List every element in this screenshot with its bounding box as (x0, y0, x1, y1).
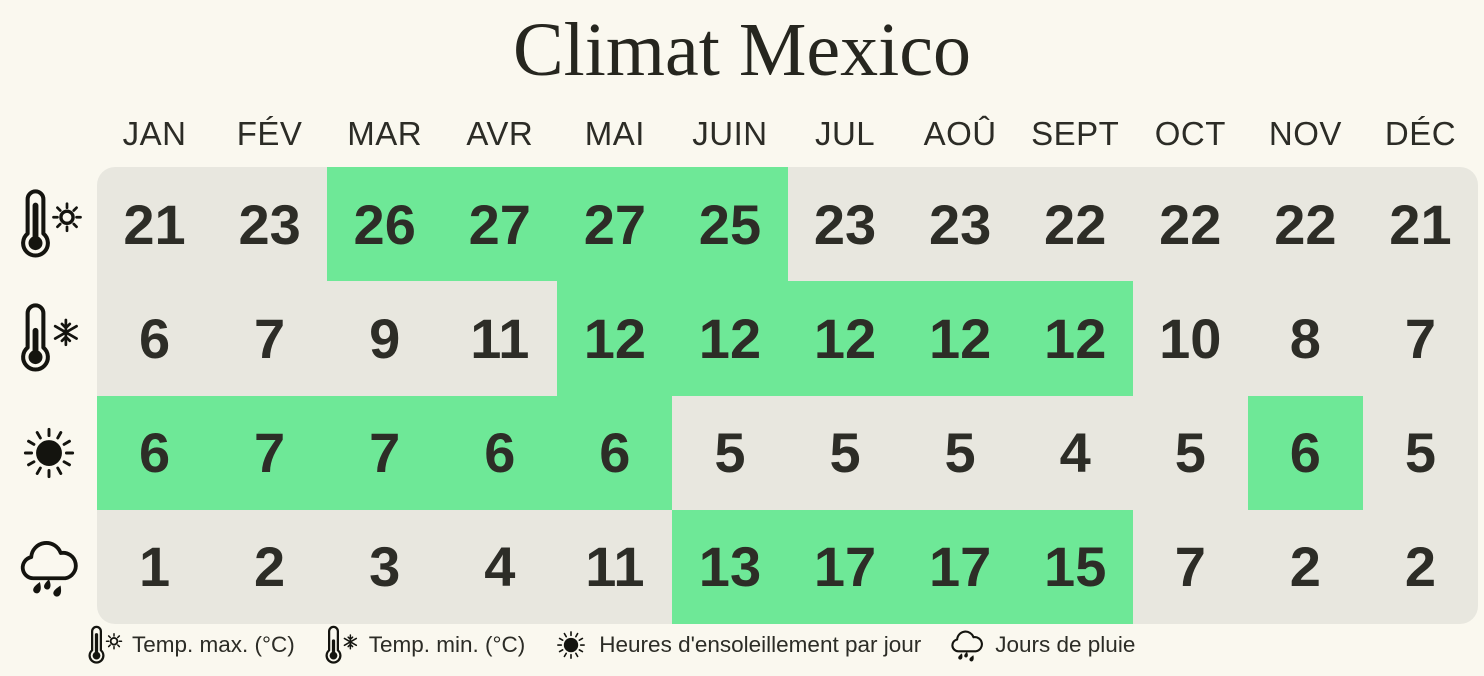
cell-rain-days-nov: 2 (1247, 509, 1363, 624)
row-icon-rain-days (0, 510, 97, 624)
month-header-row: JAN FÉV MAR AVR MAI JUIN JUL AOÛ SEPT OCT NOV DÉC (97, 108, 1478, 160)
cell-temp-max-oct: 22 (1132, 167, 1248, 282)
cell-temp-max-sept: 22 (1017, 167, 1133, 282)
cell-temp-min-juin: 12 (672, 281, 788, 396)
cell-sunshine-hours-oct: 5 (1132, 395, 1248, 510)
legend-label: Temp. min. (°C) (368, 632, 526, 657)
cell-temp-min-jul: 12 (787, 281, 903, 396)
cell-rain-days-avr: 4 (442, 509, 558, 624)
cell-sunshine-hours-nov: 6 (1247, 395, 1363, 510)
row-icons-column (0, 167, 97, 624)
cell-sunshine-hours-avr: 6 (442, 395, 558, 510)
cell-temp-min-aoû: 12 (902, 281, 1018, 396)
cell-sunshine-hours-fév: 7 (212, 395, 328, 510)
cell-rain-days-déc: 2 (1362, 509, 1478, 624)
cell-sunshine-hours-jul: 5 (787, 395, 903, 510)
cell-temp-min-mai: 12 (557, 281, 673, 396)
row-icon-sunshine-hours (0, 396, 97, 510)
month-label-fév: FÉV (236, 115, 303, 152)
legend-label: Jours de pluie (995, 632, 1136, 657)
month-label-jul: JUL (814, 115, 876, 152)
legend-label: Temp. max. (°C) (132, 632, 295, 657)
rain-cloud-icon (13, 531, 85, 603)
cell-rain-days-jul: 17 (787, 509, 903, 624)
thermometer-sun-icon (13, 188, 85, 260)
cell-rain-days-aoû: 17 (902, 509, 1018, 624)
legend-item-temp-min: Temp. min. (°C) (321, 625, 526, 665)
cell-temp-max-avr: 27 (442, 167, 558, 282)
sun-icon (13, 417, 85, 489)
month-label-oct: OCT (1154, 115, 1226, 152)
cell-rain-days-fév: 2 (212, 509, 328, 624)
legend-label: Heures d'ensoleillement par jour (599, 632, 922, 657)
thermometer-snowflake-icon (13, 302, 85, 374)
row-icon-temp-min (0, 281, 97, 395)
thermometer-sun-icon (84, 625, 124, 665)
legend-item-temp-max: Temp. max. (°C) (84, 625, 295, 665)
cell-temp-min-fév: 7 (212, 281, 328, 396)
cell-temp-max-juin: 25 (672, 167, 788, 282)
cell-temp-max-nov: 22 (1247, 167, 1363, 282)
month-label-déc: DÉC (1384, 115, 1457, 152)
month-label-mai: MAI (584, 115, 645, 152)
cell-temp-max-mai: 27 (557, 167, 673, 282)
cell-rain-days-jan: 1 (97, 509, 213, 624)
cell-temp-max-aoû: 23 (902, 167, 1018, 282)
cell-temp-max-mar: 26 (327, 167, 443, 282)
legend: Temp. max. (°C) Temp. min. (°C) Heures d'e… (84, 620, 1135, 670)
cell-sunshine-hours-juin: 5 (672, 395, 788, 510)
month-label-avr: AVR (466, 115, 534, 152)
cell-sunshine-hours-aoû: 5 (902, 395, 1018, 510)
cell-sunshine-hours-déc: 5 (1362, 395, 1478, 510)
legend-item-rain-days: Jours de pluie (947, 625, 1135, 665)
month-label-juin: JUIN (692, 115, 768, 152)
cell-temp-min-oct: 10 (1132, 281, 1248, 396)
page-title: Climat Mexico (512, 8, 972, 92)
cell-temp-min-sept: 12 (1017, 281, 1133, 396)
cell-temp-min-nov: 8 (1247, 281, 1363, 396)
month-label-sept: SEPT (1031, 115, 1120, 152)
rain-cloud-icon (947, 625, 987, 665)
sun-icon (551, 625, 591, 665)
month-label-aoû: AOÛ (923, 115, 997, 152)
cell-sunshine-hours-mai: 6 (557, 395, 673, 510)
month-label-nov: NOV (1268, 115, 1342, 152)
cell-temp-min-mar: 9 (327, 281, 443, 396)
month-label-jan: JAN (122, 115, 187, 152)
row-icon-temp-max (0, 167, 97, 281)
cell-sunshine-hours-sept: 4 (1017, 395, 1133, 510)
month-label-mar: MAR (347, 115, 423, 152)
cell-temp-max-jan: 21 (97, 167, 213, 282)
cell-rain-days-sept: 15 (1017, 509, 1133, 624)
legend-item-sunshine-hours: Heures d'ensoleillement par jour (551, 625, 921, 665)
cell-temp-max-déc: 21 (1362, 167, 1478, 282)
cell-rain-days-oct: 7 (1132, 509, 1248, 624)
cell-sunshine-hours-mar: 7 (327, 395, 443, 510)
cell-temp-min-déc: 7 (1362, 281, 1478, 396)
cell-sunshine-hours-jan: 6 (97, 395, 213, 510)
cell-rain-days-mar: 3 (327, 509, 443, 624)
cell-temp-min-avr: 11 (442, 281, 558, 396)
cell-rain-days-juin: 13 (672, 509, 788, 624)
thermometer-snowflake-icon (321, 625, 361, 665)
cell-temp-max-jul: 23 (787, 167, 903, 282)
cell-temp-min-jan: 6 (97, 281, 213, 396)
cell-temp-max-fév: 23 (212, 167, 328, 282)
cell-rain-days-mai: 11 (557, 509, 673, 624)
climate-table: 21 23 26 27 27 25 23 23 22 22 22 21 6 7 9 11 12 12 12 12 12 1… (97, 167, 1478, 624)
